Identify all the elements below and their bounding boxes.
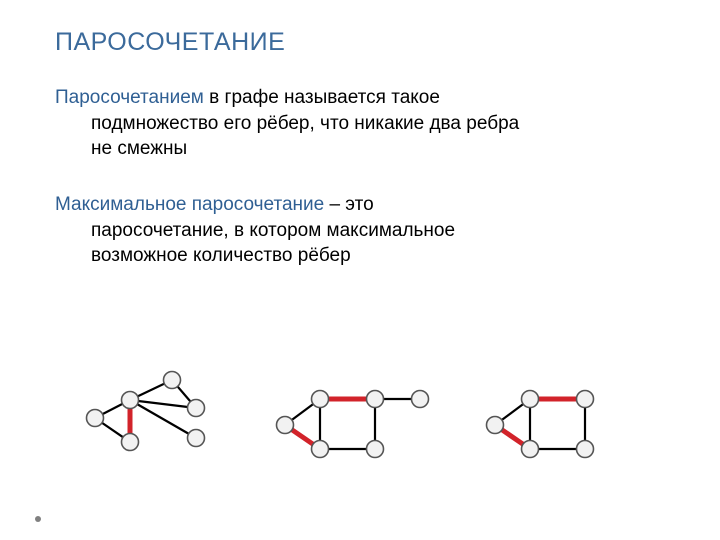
graph-diagram-3: [480, 367, 660, 487]
graph-node: [122, 434, 139, 451]
graph-diagram-2: [270, 367, 450, 487]
graph-diagram-1: [80, 360, 260, 480]
graph-node: [522, 441, 539, 458]
maximal-paragraph: Максимальное паросочетание – это паросоч…: [55, 192, 455, 269]
definition-paragraph: Паросочетанием в графе называется такое …: [55, 85, 519, 162]
graph-node: [164, 372, 181, 389]
decor-dot-icon: [35, 516, 41, 522]
definition-line2: подмножество его рёбер, что никакие два …: [91, 111, 519, 137]
maximal-line3: возможное количество рёбер: [91, 243, 455, 269]
graph-node: [367, 391, 384, 408]
maximal-term: Максимальное паросочетание: [55, 194, 324, 215]
graph-node: [367, 441, 384, 458]
graph-diagrams: [50, 355, 670, 505]
slide: ПАРОСОЧЕТАНИЕ Паросочетанием в графе наз…: [0, 0, 720, 540]
graph-node: [188, 430, 205, 447]
definition-rest1: в графе называется такое: [204, 87, 440, 108]
graph-node: [87, 410, 104, 427]
maximal-rest1: – это: [324, 194, 373, 215]
graph-node: [312, 391, 329, 408]
graph-node: [122, 392, 139, 409]
slide-title: ПАРОСОЧЕТАНИЕ: [55, 28, 285, 57]
graph-node: [277, 417, 294, 434]
definition-line3: не смежны: [91, 136, 519, 162]
graph-node: [188, 400, 205, 417]
definition-term: Паросочетанием: [55, 87, 204, 108]
graph-node: [487, 417, 504, 434]
graph-node: [577, 441, 594, 458]
graph-node: [412, 391, 429, 408]
maximal-line2: паросочетание, в котором максимальное: [91, 218, 455, 244]
graph-node: [522, 391, 539, 408]
graph-node: [312, 441, 329, 458]
graph-node: [577, 391, 594, 408]
